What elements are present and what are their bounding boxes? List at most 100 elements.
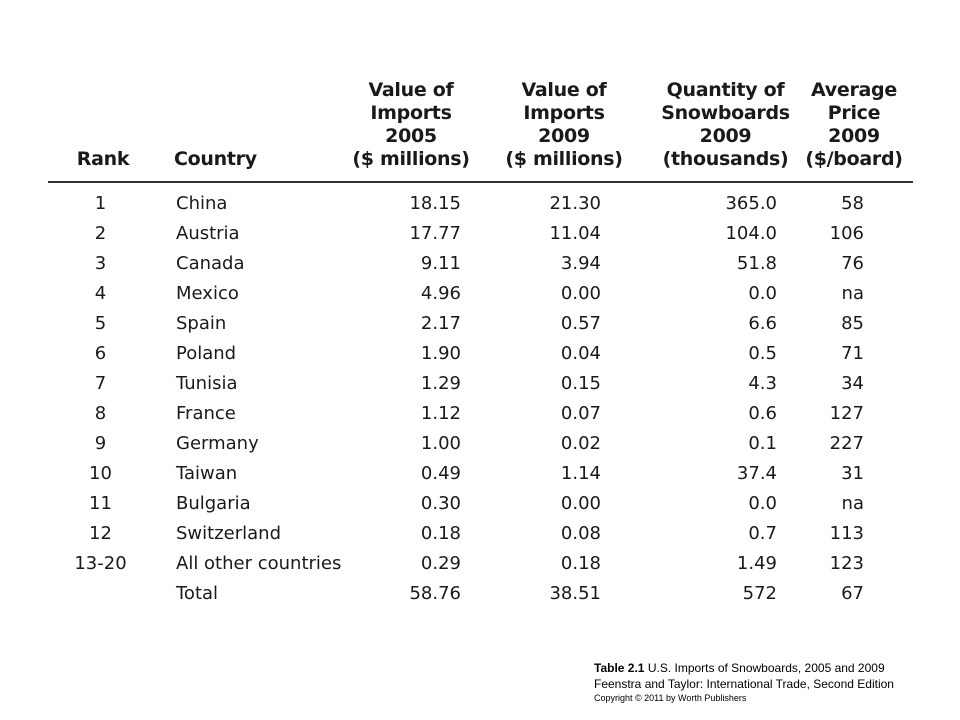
quantity-cell: 51.8	[736, 253, 777, 274]
price-cell: 76	[841, 253, 864, 274]
rank-cell: 9	[94, 433, 107, 454]
country-cell: Spain	[176, 313, 227, 334]
value-2009-cell: 0.02	[560, 433, 601, 454]
header-quantity-2009-line: (thousands)	[662, 148, 789, 170]
header-value-2005-line: Imports	[370, 102, 452, 124]
table-row: 7 Tunisia 1.29 0.15 4.3 34	[48, 369, 914, 399]
table-row: 10 Taiwan 0.49 1.14 37.4 31	[48, 459, 914, 489]
caption-title: U.S. Imports of Snowboards, 2005 and 200…	[647, 661, 885, 675]
header-average-price-2009-line: ($/board)	[805, 148, 903, 170]
value-2005-cell: 0.30	[420, 493, 461, 514]
rank-cell: 1	[94, 193, 107, 214]
rank-cell: 6	[94, 343, 107, 364]
quantity-cell: 1.49	[736, 553, 777, 574]
value-2009-cell: 0.08	[560, 523, 601, 544]
table-row: 2 Austria 17.77 11.04 104.0 106	[48, 219, 914, 249]
price-cell: 113	[829, 523, 864, 544]
header-value-2005-line: Value of	[368, 79, 454, 101]
header-value-2005-line: ($ millions)	[352, 148, 470, 170]
rank-cell: 5	[94, 313, 107, 334]
rank-cell: 13-20	[74, 553, 127, 574]
header-average-price-2009-line: Price	[827, 102, 881, 124]
value-2005-cell: 1.29	[420, 373, 461, 394]
country-cell: France	[176, 403, 236, 424]
header-quantity-2009: Quantity of Snowboards 2009 (thousands)	[648, 79, 803, 171]
value-2009-cell: 0.00	[560, 283, 601, 304]
quantity-cell: 37.4	[736, 463, 777, 484]
table-row: 8 France 1.12 0.07 0.6 127	[48, 399, 914, 429]
rank-cell: 7	[94, 373, 107, 394]
price-cell: 85	[841, 313, 864, 334]
quantity-cell: 0.5	[748, 343, 777, 364]
quantity-cell: 0.0	[748, 283, 777, 304]
header-value-2009-line: Imports	[523, 102, 605, 124]
value-2005-cell: 2.17	[420, 313, 461, 334]
value-2005-cell: 4.96	[420, 283, 461, 304]
table-row: 13-20 All other countries 0.29 0.18 1.49 123	[48, 549, 914, 579]
header-average-price-2009-line: 2009	[828, 125, 880, 147]
price-cell: 71	[841, 343, 864, 364]
price-cell: 67	[841, 583, 864, 604]
price-cell: 58	[841, 193, 864, 214]
rank-cell: 3	[94, 253, 107, 274]
table-row: 12 Switzerland 0.18 0.08 0.7 113	[48, 519, 914, 549]
country-cell: China	[176, 193, 228, 214]
header-country: Country	[174, 148, 257, 171]
rank-cell: 4	[94, 283, 107, 304]
header-average-price-2009: Average Price 2009 ($/board)	[800, 79, 908, 171]
header-country-line: Country	[174, 148, 257, 170]
quantity-cell: 0.1	[748, 433, 777, 454]
table-row: 3 Canada 9.11 3.94 51.8 76	[48, 249, 914, 279]
table-row: 1 China 18.15 21.30 365.0 58	[48, 189, 914, 219]
rank-cell: 8	[94, 403, 107, 424]
price-cell: 106	[829, 223, 864, 244]
value-2009-cell: 0.15	[560, 373, 601, 394]
country-cell: Poland	[176, 343, 237, 364]
quantity-cell: 365.0	[725, 193, 777, 214]
country-cell: Germany	[176, 433, 259, 454]
value-2009-cell: 11.04	[549, 223, 601, 244]
rank-cell: 12	[89, 523, 112, 544]
country-cell: Total	[176, 583, 219, 604]
header-value-2009-line: Value of	[521, 79, 607, 101]
header-value-2009: Value of Imports 2009 ($ millions)	[502, 79, 626, 171]
country-cell: Tunisia	[176, 373, 238, 394]
value-2009-cell: 0.18	[560, 553, 601, 574]
table-row: 5 Spain 2.17 0.57 6.6 85	[48, 309, 914, 339]
value-2005-cell: 17.77	[409, 223, 461, 244]
price-cell: na	[841, 493, 864, 514]
header-quantity-2009-line: Quantity of	[666, 79, 785, 101]
value-2005-cell: 1.12	[420, 403, 461, 424]
quantity-cell: 0.0	[748, 493, 777, 514]
header-quantity-2009-line: 2009	[699, 125, 752, 147]
value-2009-cell: 1.14	[560, 463, 601, 484]
table-row: Total 58.76 38.51 572 67	[48, 579, 914, 609]
value-2009-cell: 21.30	[549, 193, 601, 214]
quantity-cell: 6.6	[748, 313, 777, 334]
header-rank-line: Rank	[76, 148, 130, 170]
price-cell: 127	[829, 403, 864, 424]
value-2009-cell: 0.57	[560, 313, 601, 334]
country-cell: All other countries	[176, 553, 342, 574]
quantity-cell: 572	[742, 583, 777, 604]
table-row: 6 Poland 1.90 0.04 0.5 71	[48, 339, 914, 369]
value-2009-cell: 3.94	[560, 253, 601, 274]
country-cell: Mexico	[176, 283, 239, 304]
value-2005-cell: 58.76	[409, 583, 461, 604]
header-value-2005-line: 2005	[385, 125, 437, 147]
value-2009-cell: 0.04	[560, 343, 601, 364]
value-2009-cell: 38.51	[549, 583, 601, 604]
rank-cell: 2	[94, 223, 107, 244]
table-caption: Table 2.1 U.S. Imports of Snowboards, 20…	[594, 660, 894, 704]
price-cell: 123	[829, 553, 864, 574]
snowboard-imports-table: Rank Country Value of Imports 2005 ($ milli…	[48, 0, 914, 620]
rank-cell: 11	[89, 493, 112, 514]
quantity-cell: 0.7	[748, 523, 777, 544]
header-value-2009-line: 2009	[538, 125, 590, 147]
price-cell: na	[841, 283, 864, 304]
value-2005-cell: 0.18	[420, 523, 461, 544]
table-row: 9 Germany 1.00 0.02 0.1 227	[48, 429, 914, 459]
price-cell: 227	[829, 433, 864, 454]
country-cell: Canada	[176, 253, 245, 274]
quantity-cell: 0.6	[748, 403, 777, 424]
